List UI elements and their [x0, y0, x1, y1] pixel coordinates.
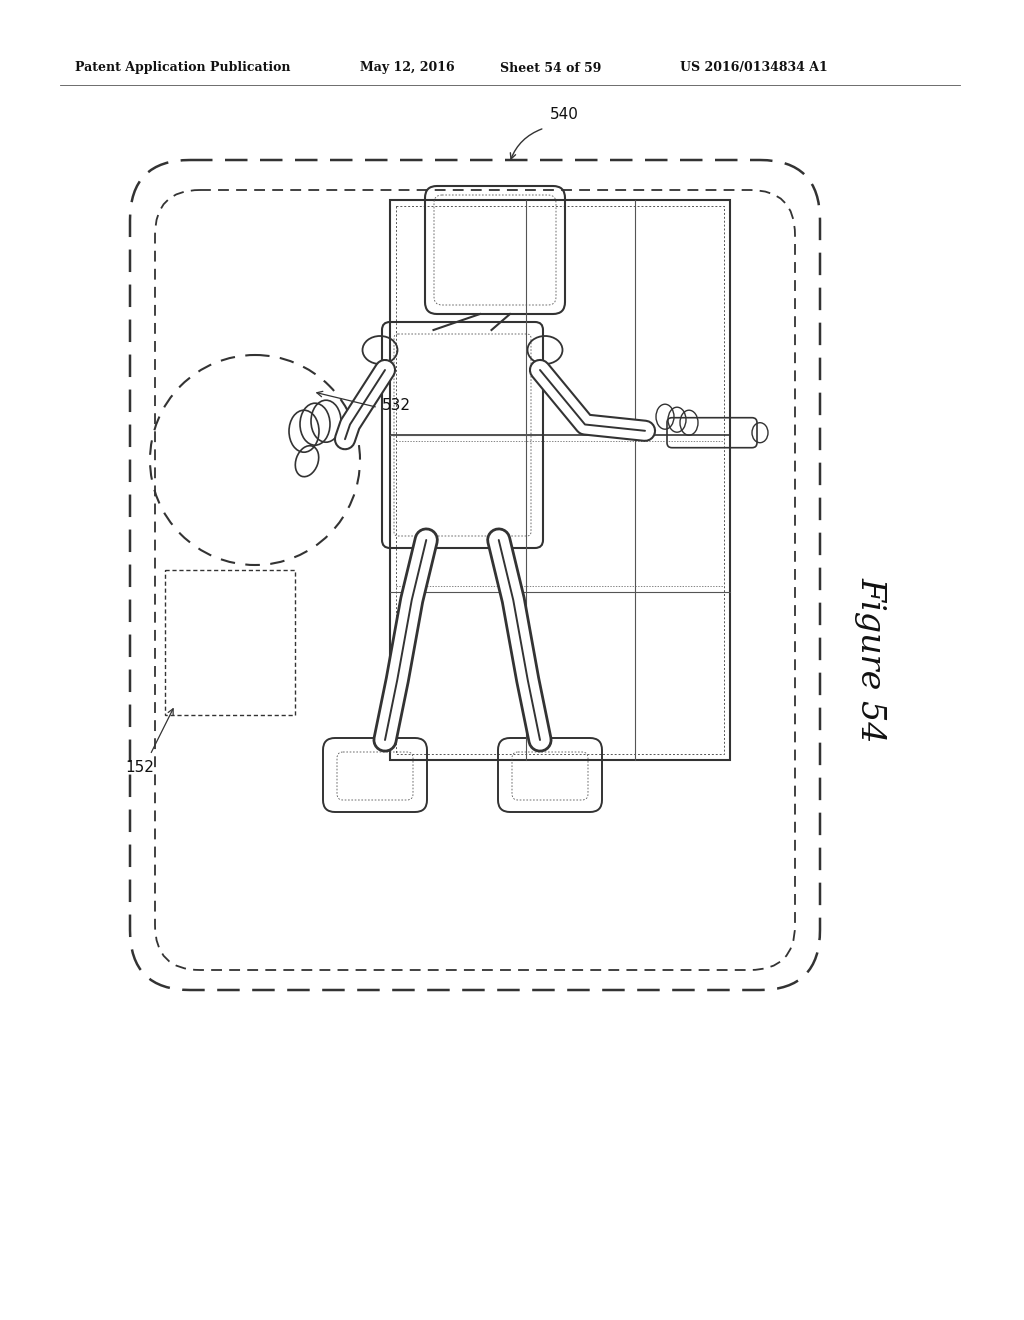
Text: Sheet 54 of 59: Sheet 54 of 59: [500, 62, 601, 74]
Text: Patent Application Publication: Patent Application Publication: [75, 62, 291, 74]
Text: Figure 54: Figure 54: [854, 577, 886, 743]
Text: 532: 532: [382, 397, 411, 413]
Text: US 2016/0134834 A1: US 2016/0134834 A1: [680, 62, 827, 74]
Bar: [165, 570, 295, 715]
Bar: [396, 206, 724, 754]
Bar: [390, 201, 730, 760]
Text: May 12, 2016: May 12, 2016: [360, 62, 455, 74]
Text: 152: 152: [125, 759, 154, 775]
Text: 540: 540: [550, 107, 579, 121]
